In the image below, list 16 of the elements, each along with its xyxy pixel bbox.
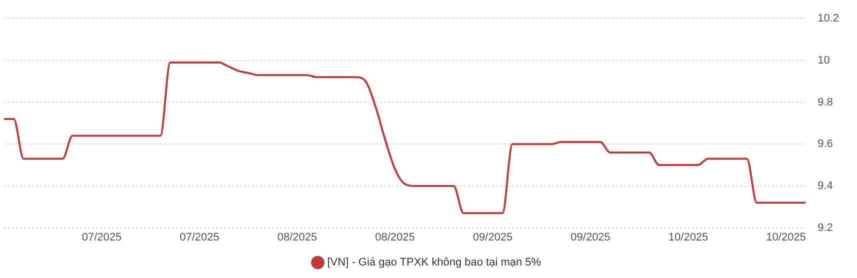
- x-tick-label: 09/2025: [570, 231, 610, 244]
- x-tick-label: 09/2025: [472, 231, 513, 244]
- x-tick-label: 07/2025: [180, 231, 220, 244]
- x-tick-label: 08/2025: [277, 231, 318, 244]
- y-tick-label: 9.6: [818, 138, 833, 150]
- line-series: [3, 62, 807, 214]
- y-tick-label: 9.2: [818, 222, 833, 234]
- y-tick-label: 10: [818, 54, 830, 66]
- x-tick-label: 10/2025: [668, 231, 708, 244]
- y-tick-label: 9.4: [818, 180, 833, 192]
- legend-label: [VN] - Giá gạo TPXK không bao tại mạn 5%: [327, 256, 542, 269]
- x-tick-label: 10/2025: [766, 231, 806, 244]
- x-tick-label: 08/2025: [375, 231, 415, 244]
- x-tick-label: 07/2025: [82, 231, 122, 244]
- y-tick-label: 10.2: [818, 12, 840, 25]
- y-tick-label: 9.8: [818, 96, 833, 108]
